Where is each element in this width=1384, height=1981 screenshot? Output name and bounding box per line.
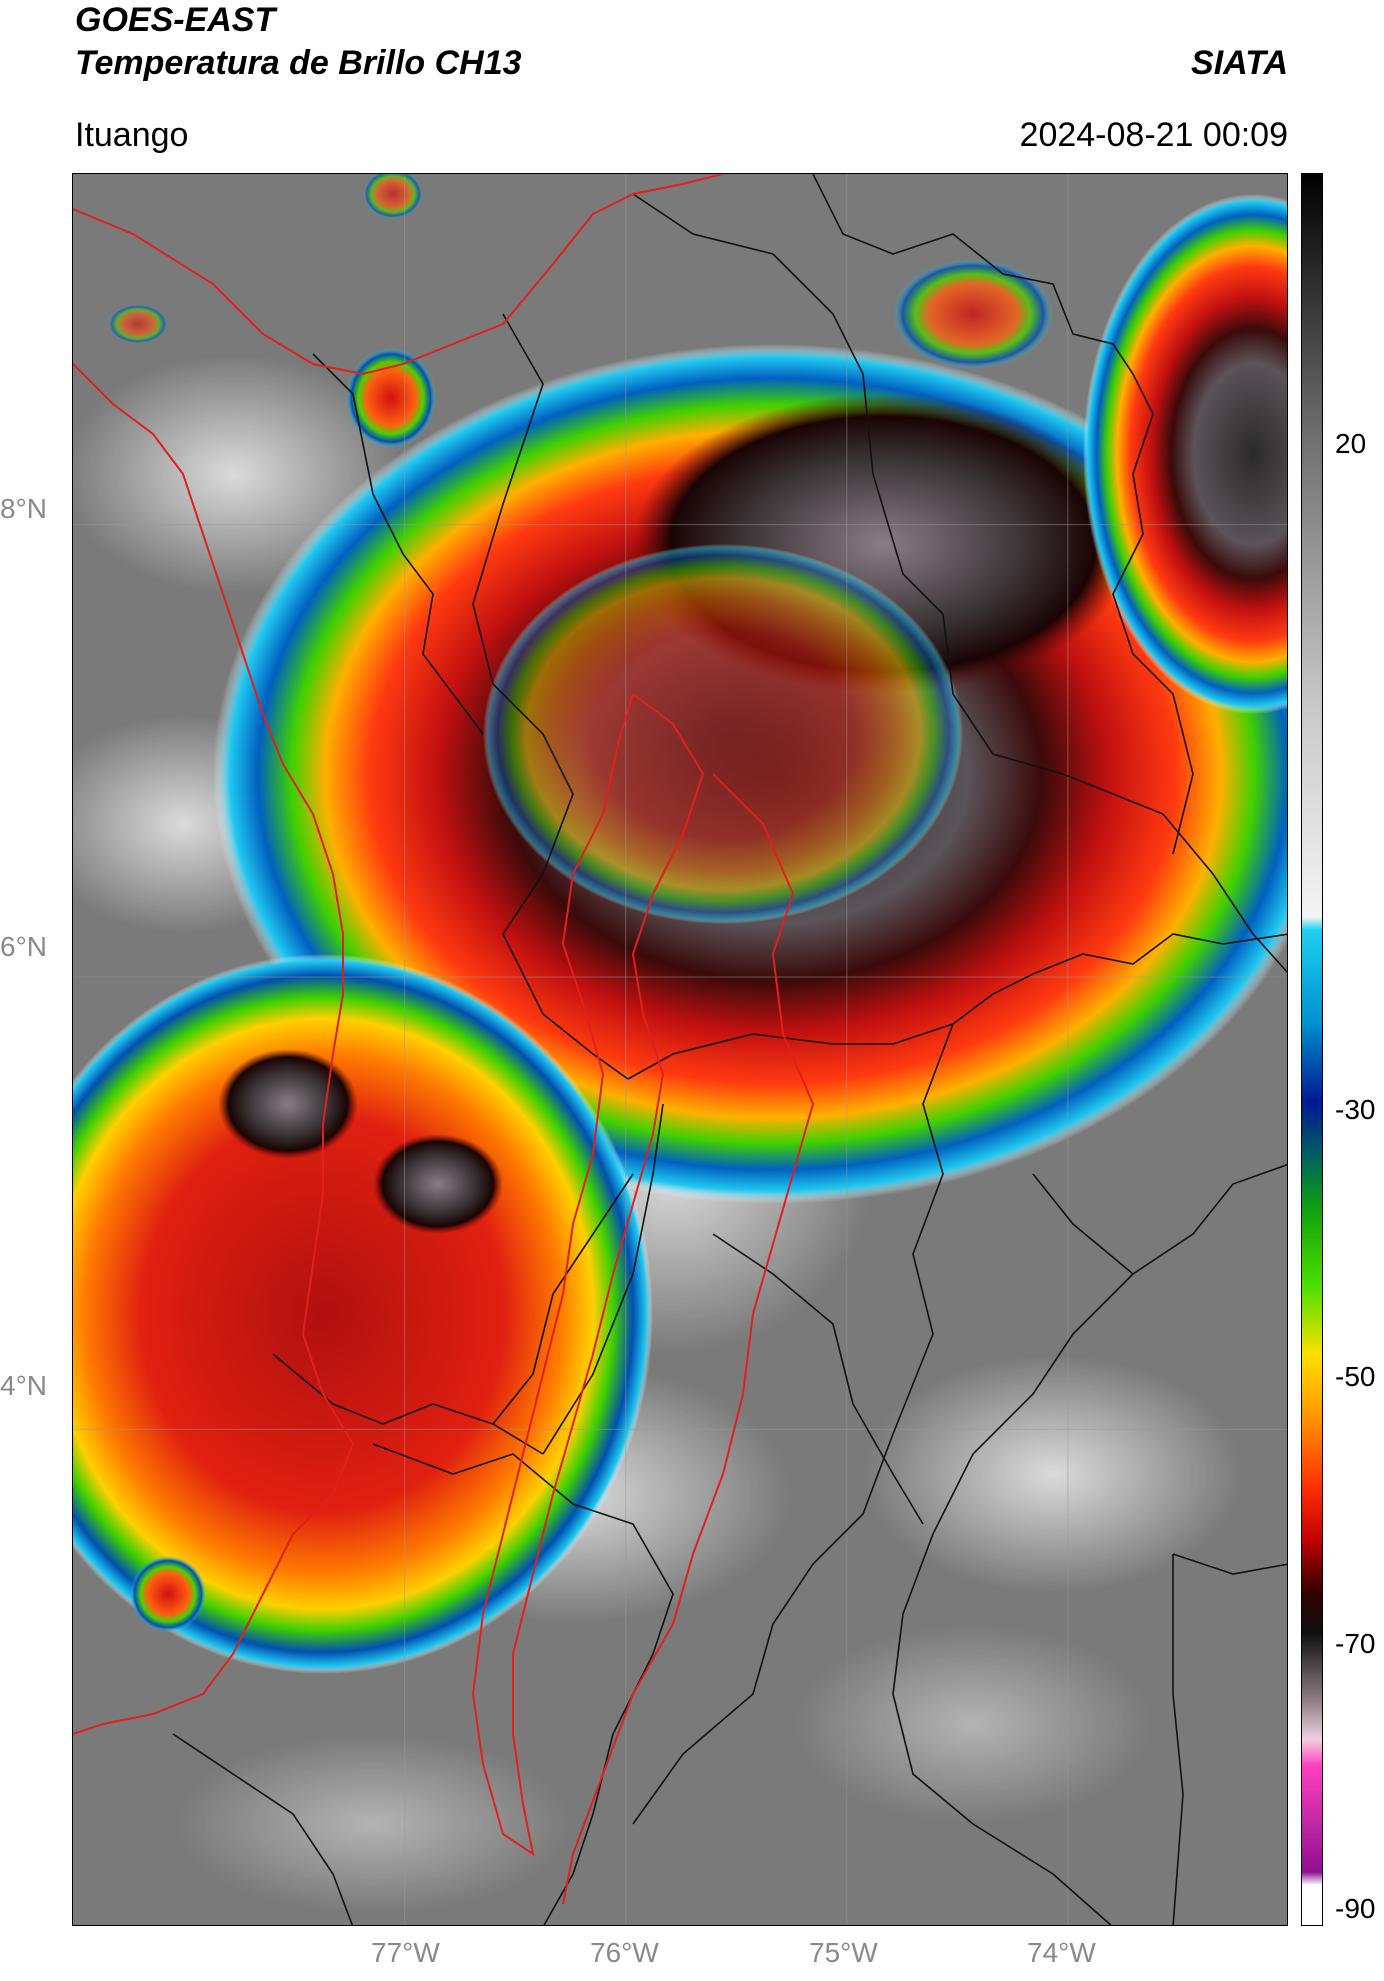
lat-label-6n: 6°N (0, 931, 47, 962)
lat-label-4n: 4°N (0, 1370, 47, 1401)
colorbar-label-minus70: -70 (1335, 1628, 1376, 1659)
colorbar-label-minus30: -30 (1335, 1094, 1376, 1125)
lon-label-74w: 74°W (1027, 1937, 1096, 1968)
colorbar-label-minus50: -50 (1335, 1361, 1376, 1392)
graticule (73, 174, 1287, 1925)
satellite-map[interactable] (72, 173, 1288, 1926)
lon-label-76w: 76°W (590, 1937, 659, 1968)
storm-cell-northeast (1083, 194, 1287, 714)
map-canvas (73, 174, 1287, 1925)
lat-label-8n: 8°N (0, 493, 47, 524)
colorbar-label-20: 20 (1335, 428, 1367, 459)
admin-boundaries (172, 174, 1287, 1925)
location-label: Ituango (75, 116, 189, 154)
lon-label-75w: 75°W (809, 1937, 878, 1968)
storm-cell-north (213, 344, 1287, 1204)
agency-label: SIATA (1191, 44, 1288, 82)
datetime-label: 2024-08-21 00:09 (1019, 116, 1288, 154)
title-line-1: GOES-EAST (75, 1, 276, 39)
lon-label-77w: 77°W (371, 1937, 440, 1968)
title-line-2: Temperatura de Brillo CH13 (75, 44, 522, 82)
political-boundaries (73, 174, 815, 1905)
colorbar-label-minus90: -90 (1335, 1893, 1376, 1924)
temperature-colorbar (1301, 173, 1323, 1926)
